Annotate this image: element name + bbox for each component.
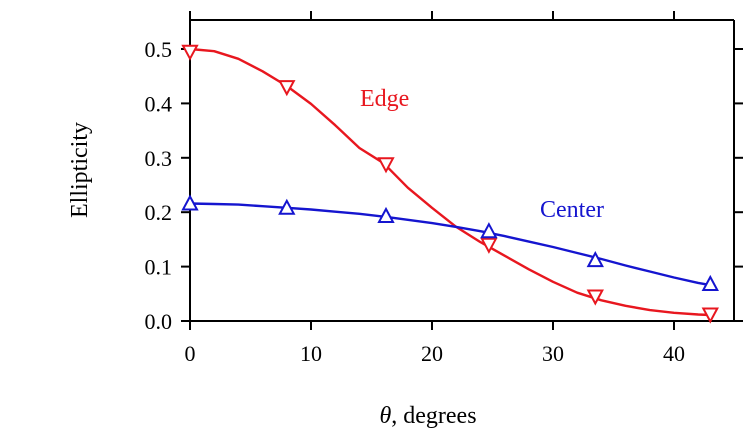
x-tick-label: 30 [542, 341, 564, 366]
data-point-center [278, 198, 296, 215]
series-label-edge: Edge [360, 86, 409, 112]
data-point-edge [181, 44, 199, 61]
x-axis-unit: , degrees [391, 403, 476, 429]
curves [188, 47, 712, 317]
series-line-center [188, 202, 712, 287]
y-tick-label: 0.0 [145, 309, 173, 334]
data-point-center [377, 206, 395, 223]
x-tick-label: 0 [185, 341, 196, 366]
data-point-center [181, 194, 199, 211]
data-point-center [480, 222, 498, 239]
y-tick-label: 0.5 [145, 37, 173, 62]
data-point-edge [701, 307, 719, 324]
x-tick-label: 40 [663, 341, 685, 366]
data-point-center [701, 274, 719, 291]
data-point-edge [480, 237, 498, 254]
y-tick-label: 0.2 [145, 200, 173, 225]
data-point-edge [278, 80, 296, 97]
series-line-edge [188, 47, 712, 317]
y-axis-title: Ellipticity [67, 122, 93, 218]
x-axis-symbol: θ [379, 403, 391, 429]
series-label-center: Center [540, 197, 604, 223]
data-point-edge [586, 289, 604, 306]
axes: 0 10 20 30 40 0.0 0.1 0.2 0.3 0.4 0.5 [145, 11, 743, 366]
x-tick-label: 20 [421, 341, 443, 366]
markers [181, 44, 719, 324]
data-point-edge [377, 157, 395, 174]
y-tick-label: 0.3 [145, 146, 173, 171]
data-point-center [586, 250, 604, 268]
y-tick-label: 0.1 [145, 255, 173, 280]
x-tick-label: 10 [300, 341, 322, 366]
labels: Edge Center Ellipticity θ, degrees [67, 86, 604, 429]
x-axis-title: θ, degrees [379, 403, 476, 429]
y-tick-label: 0.4 [145, 91, 173, 116]
